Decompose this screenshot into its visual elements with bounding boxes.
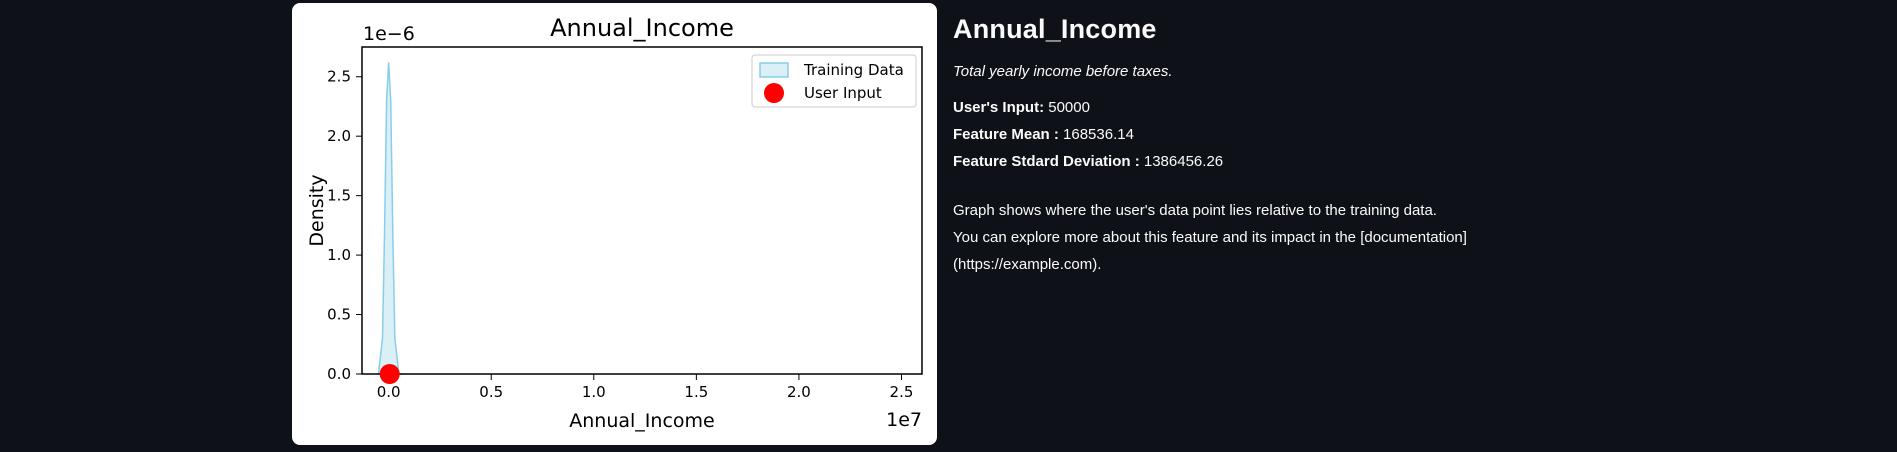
chart-legend: Training Data User Input [751,54,917,108]
user-input-label: User's Input: [953,99,1045,116]
x-tick-label: 2.0 [787,383,811,401]
note-line: (https://example.com). [953,256,1102,273]
x-offset-label: 1e7 [886,409,922,431]
note-line: Graph shows where the user's data point … [953,202,1437,219]
legend-box [751,54,917,108]
legend-marker-user [764,83,784,103]
y-tick-label: 1.5 [327,187,351,205]
feature-mean-row: Feature Mean : 168536.14 [953,121,1713,148]
chart-title: Annual_Income [550,14,734,42]
y-tick-label: 0.0 [327,365,351,383]
feature-description: Total yearly income before taxes. [953,63,1173,80]
feature-info-panel: Annual_Income Total yearly income before… [953,14,1713,278]
explanation-note: Graph shows where the user's data point … [953,197,1713,278]
x-tick-label: 0.5 [479,383,503,401]
note-line: You can explore more about this feature … [953,229,1467,246]
user-input-value: 50000 [1048,99,1090,116]
feature-mean-value: 168536.14 [1063,126,1134,143]
legend-label-user: User Input [804,84,882,102]
feature-std-label: Feature Stdard Deviation : [953,153,1140,170]
distribution-chart: Annual_Income 1e−6 0.0 0.5 1.0 1.5 2.0 2.5 0.0 0.… [306,14,923,432]
distribution-chart-card: Annual_Income 1e−6 0.0 0.5 1.0 1.5 2.0 2.5 0.0 0.… [292,3,937,445]
y-tick-label: 1.0 [327,246,351,264]
feature-mean-label: Feature Mean : [953,126,1059,143]
feature-std-value: 1386456.26 [1143,153,1224,170]
y-axis-label: Density [306,174,328,246]
x-tick-label: 2.5 [890,383,914,401]
user-input-row: User's Input: 50000 [953,94,1713,121]
x-tick-label: 1.5 [684,383,708,401]
feature-std-row: Feature Stdard Deviation : 1386456.26 [953,148,1713,175]
training-data-area [377,62,406,375]
y-offset-label: 1e−6 [363,23,415,45]
y-tick-label: 0.5 [327,306,351,324]
plot-frame [361,46,923,375]
feature-title: Annual_Income [953,14,1157,44]
user-input-point [379,364,400,384]
legend-swatch-training [759,62,789,78]
x-tick-label: 1.0 [582,383,606,401]
legend-label-training: Training Data [803,61,904,79]
x-axis-label: Annual_Income [569,410,714,432]
y-tick-label: 2.0 [327,127,351,145]
y-tick-label: 2.5 [327,68,351,86]
x-tick-label: 0.0 [377,383,401,401]
